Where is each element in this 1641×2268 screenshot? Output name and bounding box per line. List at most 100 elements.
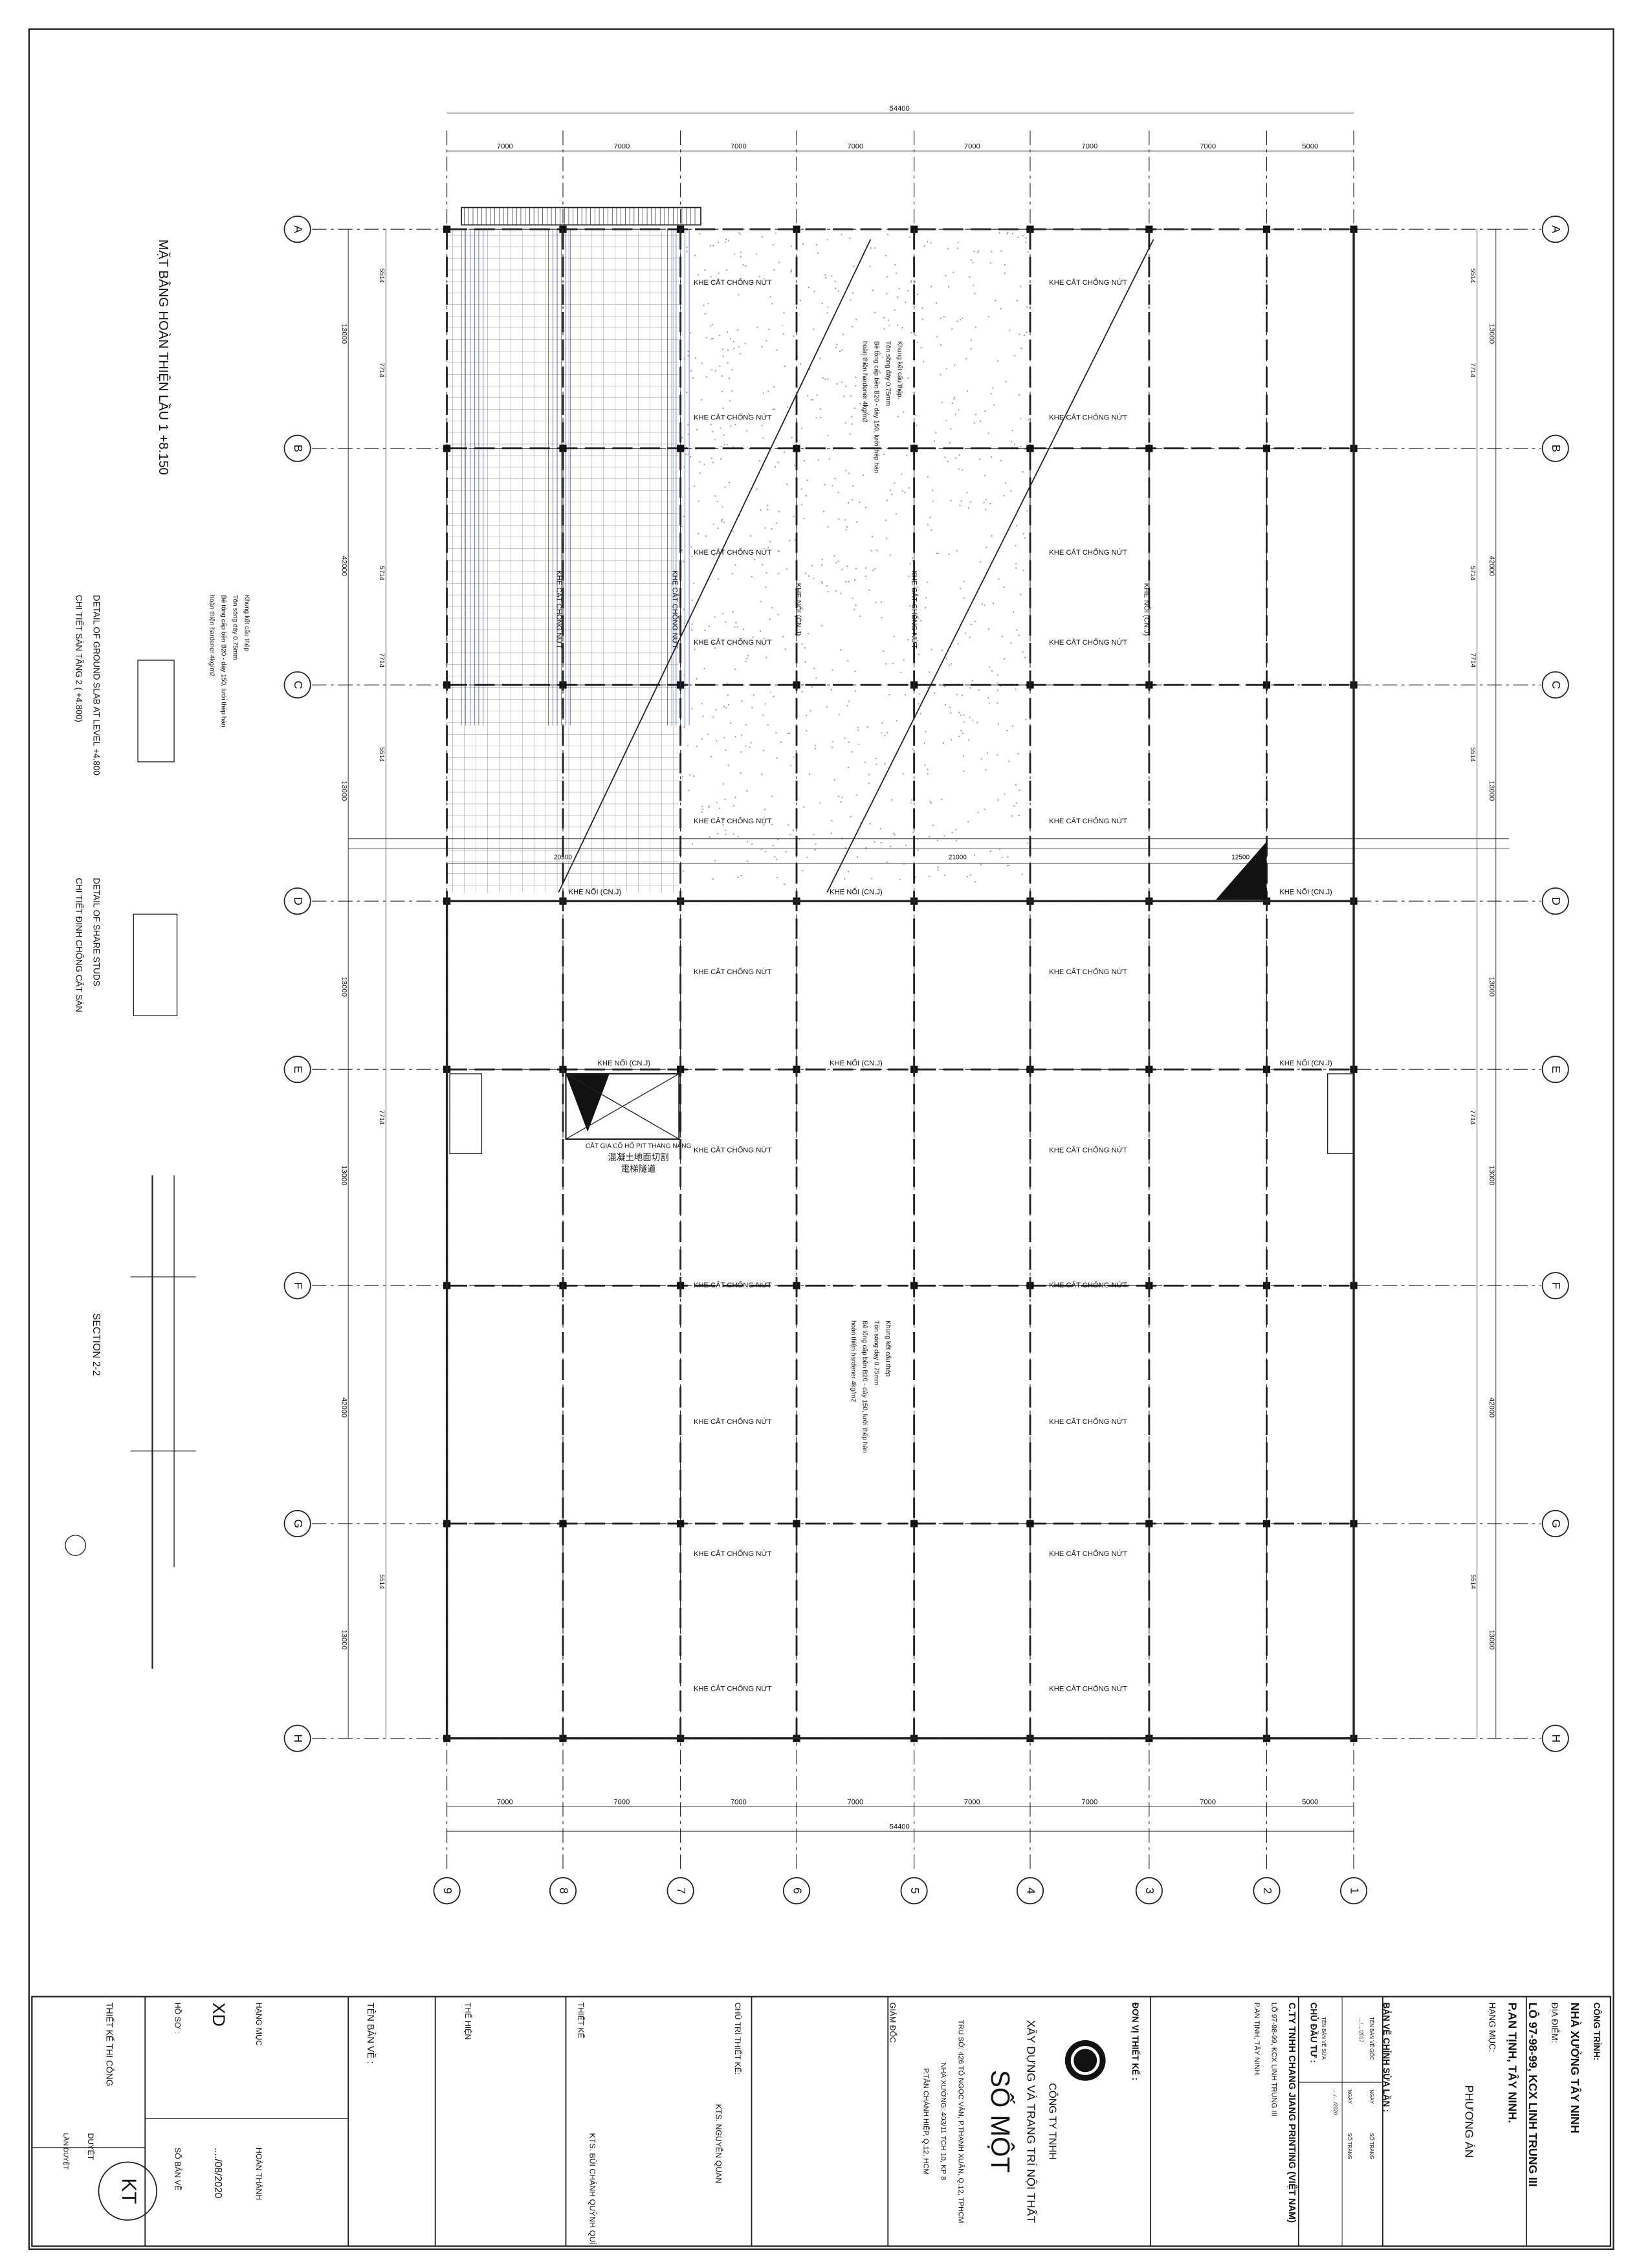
hatch-dot (789, 539, 791, 542)
hatch-dot (722, 348, 724, 350)
hatch-dot (685, 453, 687, 456)
hatch-dot (730, 425, 732, 427)
hatch-dot (735, 622, 737, 624)
hatch-dot (965, 632, 967, 634)
revision-cell: ..../..../2020 (1332, 2089, 1338, 2115)
hatch-dot (758, 276, 761, 278)
hatch-dot (1006, 729, 1008, 731)
hatch-dot (870, 247, 872, 249)
hatch-dot (1025, 241, 1027, 243)
hatch-dot (835, 562, 837, 564)
grid-label: 1 (1348, 1887, 1361, 1894)
joint-label: KHE CẮT CHỐNG NỨT (1049, 413, 1127, 422)
hatch-dot (921, 307, 923, 309)
drawing-title: MẶT BẰNG HOÀN THIỆN LẦU 1 +8.150 (156, 239, 171, 475)
grid-bubble (1541, 1724, 1569, 1752)
dimension: 5514 (378, 1574, 385, 1589)
joint-label: KHE NỐI (CN.J) (1142, 583, 1151, 636)
joint-label: KHE CẮT CHỐNG NỨT (671, 570, 680, 649)
hatch-dot (883, 453, 885, 455)
detail-sketch (133, 913, 178, 1016)
hatch-dot (767, 504, 769, 506)
hatch-dot (691, 707, 693, 709)
dimension: 5514 (1469, 748, 1476, 762)
hatch-dot (960, 714, 962, 717)
dimension: 7000 (847, 1798, 863, 1806)
hatch-dot (1015, 563, 1017, 565)
joint-label: KHE CẮT CHỐNG NỨT (1049, 967, 1127, 976)
hatch-dot (806, 856, 808, 858)
detail-title: CHI TIẾT ĐINH CHỐNG CẮT SÀN (74, 878, 84, 1012)
grid-bubble (1541, 1272, 1569, 1300)
grid-bubble (666, 1877, 694, 1905)
hatch-dot (716, 500, 718, 503)
hatch-dot (681, 526, 683, 528)
hatch-dot (782, 636, 784, 638)
hatch-dot (929, 517, 931, 518)
hatch-dot (683, 674, 685, 676)
detail-sketch (137, 660, 175, 762)
slab-note: Bê tông cấp bền B20 - dày 150, lưới thép… (873, 341, 881, 473)
hatch-dot (790, 271, 792, 272)
hatch-dot (804, 661, 806, 663)
hatch-dot (793, 515, 795, 517)
hatch-dot (959, 588, 962, 590)
hatch-dot (1004, 482, 1007, 484)
hatch-dot (855, 376, 857, 378)
hatch-dot (1020, 417, 1022, 419)
hatch-dot (696, 745, 698, 748)
hatch-dot (723, 783, 725, 785)
hatch-dot (763, 824, 765, 826)
hatch-dot (955, 839, 958, 842)
hatch-dot (1018, 394, 1020, 396)
hatch-dot (876, 550, 878, 551)
dimension: 13000 (340, 977, 347, 997)
hatch-dot (740, 874, 742, 877)
hatch-dot (918, 703, 920, 705)
hatch-dot (810, 399, 813, 401)
title-text: HỒ SƠ : (173, 2003, 182, 2034)
hatch-dot (991, 250, 993, 252)
hatch-dot (691, 555, 693, 558)
hatch-dot (721, 390, 723, 392)
slab-note: Tôn sóng dày 0.75mm (232, 595, 239, 660)
hatch-dot (729, 400, 731, 402)
column (1262, 445, 1271, 452)
hatch-dot (987, 628, 990, 630)
hatch-dot (727, 350, 729, 351)
dimension: 7000 (497, 1798, 513, 1806)
hatch-dot (775, 731, 777, 734)
hatch-dot (1008, 761, 1010, 762)
hatch-dot (848, 472, 850, 474)
hatch-dot (683, 608, 685, 610)
hatch-dot (981, 603, 984, 605)
hatch-dot (1026, 842, 1028, 844)
hatch-dot (1022, 471, 1024, 473)
hatch-dot (714, 860, 716, 862)
hatch-dot (738, 294, 740, 296)
hatch-dot (903, 411, 905, 413)
hatch-dot (784, 883, 786, 885)
hatch-dot (850, 816, 852, 817)
hatch-dot (962, 770, 965, 772)
joint-label: KHE CẮT CHỐNG NỨT (694, 1417, 772, 1426)
dimension: 5000 (1302, 142, 1318, 150)
hatch-dot (975, 326, 976, 328)
dimension: 7000 (497, 142, 513, 150)
hatch-dot (712, 461, 714, 463)
hatch-dot (1015, 544, 1017, 547)
hatch-dot (1017, 236, 1019, 238)
hatch-dot (941, 649, 943, 651)
hatch-dot (721, 613, 724, 615)
hatch-dot (934, 692, 936, 694)
grid-bubble (1135, 1877, 1163, 1905)
grid-bubble (1541, 887, 1569, 915)
hatch-dot (813, 667, 815, 669)
hatch-dot (987, 315, 990, 318)
hatch-dot (927, 768, 929, 770)
hatch-dot (701, 703, 703, 705)
hatch-dot (690, 456, 692, 458)
hatch-dot (816, 394, 818, 396)
hatch-dot (815, 417, 817, 419)
